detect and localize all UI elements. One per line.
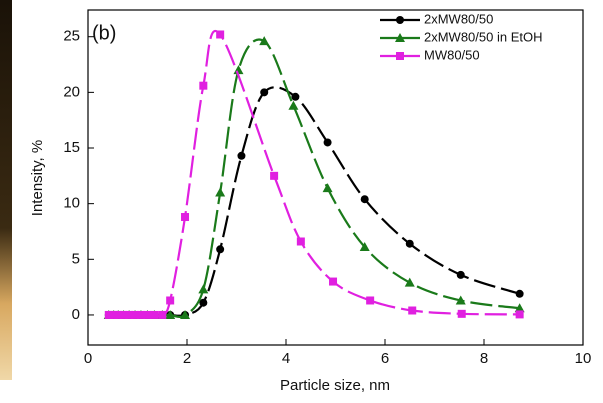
data-point	[216, 30, 225, 39]
y-tick-label: 5	[72, 250, 80, 267]
data-point	[329, 277, 338, 286]
y-tick-label: 25	[63, 28, 80, 45]
data-point	[405, 239, 414, 248]
data-point	[165, 309, 176, 319]
x-tick-label: 2	[183, 350, 191, 367]
data-point	[131, 310, 140, 319]
data-point	[296, 237, 305, 246]
data-point	[114, 310, 123, 319]
data-point	[215, 187, 226, 197]
data-point	[109, 310, 118, 319]
x-tick-label: 6	[381, 350, 389, 367]
data-point	[259, 36, 270, 46]
y-tick-label: 10	[63, 195, 80, 212]
data-point	[366, 296, 375, 305]
y-axis-label: Intensity, %	[29, 140, 46, 216]
data-point	[260, 88, 269, 97]
data-point	[150, 310, 159, 319]
data-point	[404, 277, 415, 287]
legend-label: 2xMW80/50 in EtOH	[424, 29, 543, 44]
data-point	[119, 310, 128, 319]
data-point	[181, 213, 190, 222]
legend-label: 2xMW80/50	[424, 11, 493, 26]
data-point	[180, 309, 191, 319]
data-point	[136, 310, 145, 319]
x-axis-label: Particle size, nm	[280, 377, 390, 394]
y-tick-label: 0	[72, 306, 80, 323]
data-point	[237, 151, 246, 160]
panel-label: (b)	[92, 22, 116, 44]
data-point	[455, 295, 466, 305]
legend-marker	[396, 52, 404, 60]
data-point	[199, 298, 208, 307]
data-point	[104, 310, 113, 319]
data-point	[270, 171, 279, 180]
data-point	[515, 310, 524, 319]
series-line	[108, 86, 520, 317]
data-point	[143, 310, 152, 319]
legend-label: MW80/50	[424, 47, 480, 62]
data-point	[198, 284, 209, 294]
legend-marker	[395, 33, 405, 42]
x-tick-label: 4	[282, 350, 290, 367]
data-point	[456, 270, 465, 279]
data-point	[408, 306, 417, 315]
legend-marker	[396, 16, 404, 24]
data-point	[125, 310, 134, 319]
photo-edge	[0, 0, 12, 380]
data-point	[359, 242, 370, 252]
x-tick-label: 0	[84, 350, 92, 367]
data-point	[515, 289, 524, 298]
data-point	[323, 138, 332, 147]
data-point	[360, 195, 369, 204]
data-point	[216, 245, 225, 254]
data-point	[322, 183, 333, 193]
x-tick-label: 8	[480, 350, 488, 367]
data-point	[457, 309, 466, 318]
data-point	[158, 310, 167, 319]
x-tick-label: 10	[575, 350, 592, 367]
data-point	[291, 92, 300, 101]
y-tick-label: 15	[63, 139, 80, 156]
data-point	[199, 81, 208, 90]
y-tick-label: 20	[63, 83, 80, 100]
data-point	[166, 296, 175, 305]
data-point	[514, 303, 525, 313]
data-point	[288, 100, 299, 110]
plot-frame	[87, 9, 584, 346]
